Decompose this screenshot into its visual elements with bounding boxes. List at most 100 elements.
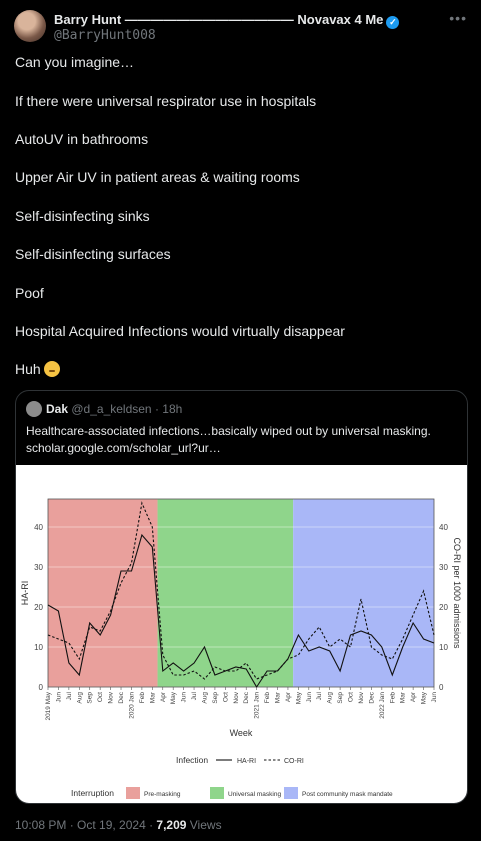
more-options-icon[interactable]: ••• bbox=[449, 10, 467, 26]
quoted-tweet[interactable]: Dak @d_a_keldsen · 18h Healthcare-associ… bbox=[15, 390, 468, 804]
y-axis-label-right: CO-RI per 1000 admissions bbox=[452, 537, 462, 649]
y-tick-label-right: 10 bbox=[439, 643, 448, 652]
tweet-paragraph: Huh bbox=[15, 361, 41, 377]
x-tick-label: Jul bbox=[191, 691, 198, 700]
y-tick-label-left: 20 bbox=[34, 603, 43, 612]
x-tick-label: Dec bbox=[368, 691, 375, 703]
quoted-dot-separator: · bbox=[151, 402, 163, 416]
plot-frame bbox=[47, 498, 435, 688]
x-tick-label: Oct bbox=[222, 692, 229, 702]
legend-title: Infection bbox=[176, 755, 208, 765]
x-tick-label: 2022 Jan bbox=[379, 692, 386, 719]
interruption-legend-label: Universal masking bbox=[228, 791, 281, 798]
x-tick-label: Feb bbox=[139, 692, 146, 704]
interruption-legend-label: Pre-masking bbox=[144, 791, 181, 798]
x-tick-label: Feb bbox=[264, 692, 271, 704]
interruption-legend-swatch bbox=[284, 787, 298, 799]
y-tick-label-left: 40 bbox=[34, 523, 43, 532]
x-tick-label: Oct bbox=[97, 692, 104, 702]
x-tick-label: Apr bbox=[285, 691, 292, 702]
tweet-paragraph: Can you imagine… bbox=[15, 54, 135, 70]
x-tick-label: Apr bbox=[410, 691, 417, 702]
thinking-face-icon bbox=[43, 361, 60, 377]
interruption-legend-title: Interruption bbox=[71, 788, 114, 798]
quoted-link[interactable]: scholar.google.com/scholar_url?ur… bbox=[26, 441, 221, 455]
x-tick-label: Nov bbox=[233, 691, 240, 703]
interruption-legend-swatch bbox=[126, 787, 140, 799]
x-tick-label: 2019 May bbox=[45, 691, 52, 720]
tweet-header: Barry Hunt ————————————— Novavax 4 Me ✓ @… bbox=[14, 8, 471, 44]
x-tick-label: Jun bbox=[55, 692, 62, 703]
tweet-paragraph: Self-disinfecting surfaces bbox=[15, 246, 171, 262]
x-tick-label: Jun bbox=[181, 692, 188, 703]
x-tick-label: Jun bbox=[306, 692, 313, 703]
view-label: Views bbox=[186, 818, 222, 832]
x-tick-label: May bbox=[170, 691, 177, 704]
y-tick-label-right: 30 bbox=[439, 563, 448, 572]
x-tick-label: Sep bbox=[87, 692, 94, 704]
tweet-paragraph: Poof bbox=[15, 285, 44, 301]
y-axis-label-left: HA-RI bbox=[20, 581, 30, 606]
tweet-paragraph: Hospital Acquired Infections would virtu… bbox=[15, 323, 345, 339]
quoted-author-name[interactable]: Dak bbox=[46, 402, 69, 416]
x-tick-label: Aug bbox=[201, 692, 208, 704]
view-count: 7,209 bbox=[156, 818, 187, 832]
tweet-paragraph: AutoUV in bathrooms bbox=[15, 131, 149, 147]
legend-label: HA-RI bbox=[237, 758, 256, 765]
x-tick-label: May bbox=[421, 691, 428, 704]
chart-image[interactable]: 0 0 10 10 20 20 30 30 40 40 2019 May Jun Jul Aug Sep Oc… bbox=[16, 465, 467, 803]
x-axis-label: Week bbox=[230, 728, 253, 738]
y-tick-label-right: 0 bbox=[439, 683, 444, 692]
quoted-tweet-header: Dak @d_a_keldsen · 18h bbox=[26, 401, 182, 417]
legend-label: CO-RI bbox=[284, 758, 304, 765]
x-tick-label: Apr bbox=[160, 691, 167, 702]
x-tick-label: Jul bbox=[316, 691, 323, 700]
x-tick-label: 2020 Jan bbox=[128, 692, 135, 719]
quoted-avatar[interactable] bbox=[26, 401, 42, 417]
avatar[interactable] bbox=[14, 10, 46, 42]
x-tick-label: Jul bbox=[66, 691, 73, 700]
x-tick-label: Mar bbox=[275, 691, 282, 703]
x-tick-label: Mar bbox=[149, 691, 156, 703]
author-handle[interactable]: @BarryHunt008 bbox=[54, 28, 156, 43]
band-2 bbox=[293, 499, 434, 687]
x-tick-label: Aug bbox=[76, 692, 83, 704]
x-tick-label: Nov bbox=[358, 691, 365, 703]
quoted-text-line: Healthcare-associated infections…basical… bbox=[26, 424, 431, 438]
verified-badge-icon: ✓ bbox=[386, 16, 400, 29]
quoted-timestamp[interactable]: 18h bbox=[162, 402, 183, 416]
interruption-legend-swatch bbox=[210, 787, 224, 799]
tweet-paragraph: If there were universal respirator use i… bbox=[15, 93, 317, 109]
y-tick-label-left: 0 bbox=[39, 683, 44, 692]
x-tick-label: Oct bbox=[348, 692, 355, 702]
x-tick-label: Dec bbox=[243, 691, 250, 703]
series-line-CO-RI bbox=[47, 501, 435, 680]
x-tick-label: 2021 Jan bbox=[254, 692, 261, 719]
interruption-legend-label: Post community mask mandate bbox=[302, 791, 393, 798]
x-tick-label: Nov bbox=[108, 691, 115, 703]
tweet-timestamp[interactable]: 10:08 PM · Oct 19, 2024 · bbox=[15, 818, 157, 832]
y-tick-label-right: 40 bbox=[439, 523, 448, 532]
x-tick-label: Jun bbox=[431, 692, 438, 703]
x-tick-label: Mar bbox=[400, 691, 407, 703]
author-name-text[interactable]: Barry Hunt ————————————— Novavax 4 Me bbox=[54, 12, 384, 27]
band-1 bbox=[157, 499, 294, 687]
x-tick-label: Feb bbox=[389, 692, 396, 704]
y-tick-label-left: 10 bbox=[34, 643, 43, 652]
quoted-author-handle[interactable]: @d_a_keldsen bbox=[71, 402, 152, 416]
x-tick-label: Sep bbox=[212, 692, 219, 704]
x-tick-label: Dec bbox=[118, 691, 125, 703]
tweet-paragraph: Upper Air UV in patient areas & waiting … bbox=[15, 169, 300, 185]
tweet-paragraph-last: Huh bbox=[15, 359, 60, 379]
x-tick-label: May bbox=[295, 691, 302, 704]
quoted-text: Healthcare-associated infections…basical… bbox=[26, 423, 456, 457]
tweet-paragraph: Self-disinfecting sinks bbox=[15, 208, 150, 224]
x-tick-label: Aug bbox=[327, 692, 334, 704]
tweet-footer: 10:08 PM · Oct 19, 2024 · 7,209 Views bbox=[15, 818, 222, 832]
author-name[interactable]: Barry Hunt ————————————— Novavax 4 Me ✓ bbox=[54, 12, 400, 29]
y-tick-label-left: 30 bbox=[34, 563, 43, 572]
y-tick-label-right: 20 bbox=[439, 603, 448, 612]
band-0 bbox=[48, 499, 158, 687]
x-tick-label: Sep bbox=[337, 692, 344, 704]
